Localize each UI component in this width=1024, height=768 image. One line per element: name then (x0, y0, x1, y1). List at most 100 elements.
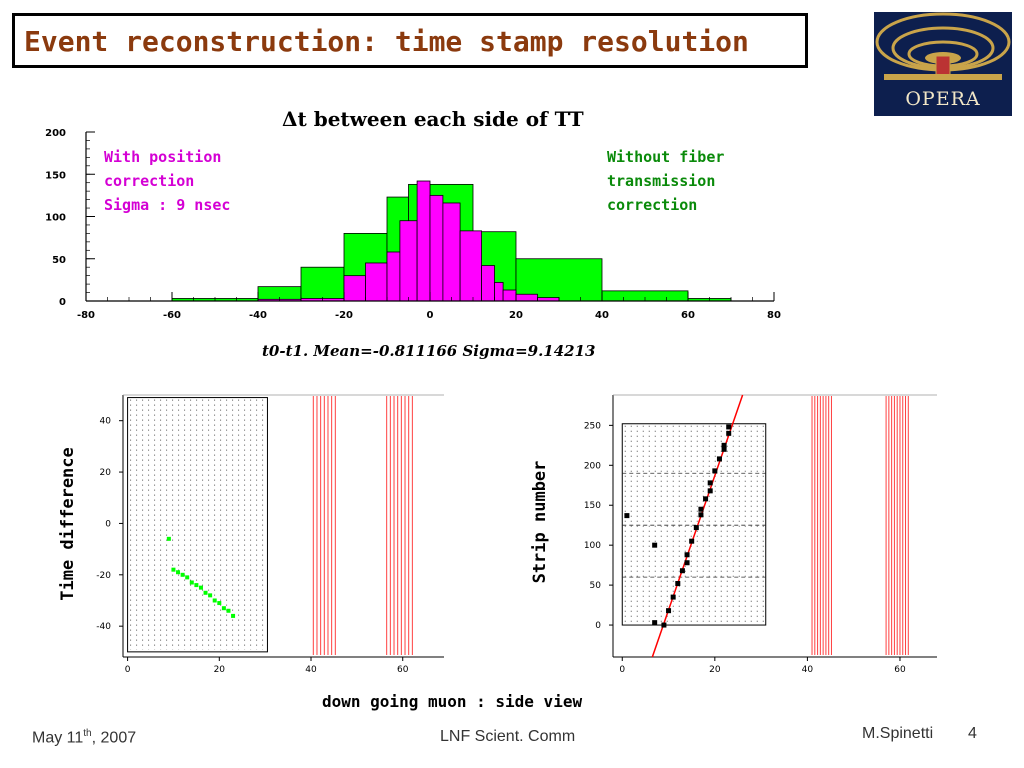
histogram-bar-uncorrected (300, 266, 345, 302)
hit-point (679, 568, 685, 574)
histogram-y-tick-label: 50 (52, 255, 66, 266)
hit-point (171, 567, 176, 572)
event-y-tick-label: 50 (590, 581, 602, 591)
hit-point (231, 613, 236, 618)
hit-point (707, 488, 713, 494)
hit-point (221, 606, 226, 611)
event-y-tick-label: 0 (105, 519, 111, 529)
hit-point (189, 580, 194, 585)
logo-text: OPERA (905, 88, 981, 110)
event-x-tick-label: 20 (214, 665, 226, 675)
event-x-tick-label: 40 (305, 665, 317, 675)
hit-point (698, 506, 704, 512)
annotation-line: Sigma : 9 nsec (104, 196, 231, 214)
footer-author: M.Spinetti (862, 725, 934, 742)
hit-point (166, 536, 171, 541)
annotation-line: Without fiber (607, 148, 725, 166)
histogram-x-tick-label: 0 (427, 310, 434, 321)
histogram-stats: t0-t1. Mean=-0.811166 Sigma=9.14213 (262, 342, 596, 360)
event-y-tick-label: 100 (584, 541, 601, 551)
hit-point (721, 442, 727, 448)
annotation-line: With position (104, 148, 222, 166)
hit-point (726, 430, 732, 436)
hit-point (198, 585, 203, 590)
event-y-tick-label: -40 (96, 622, 111, 632)
left-y-axis-label: Time difference (58, 447, 78, 601)
event-y-tick-label: -20 (96, 571, 111, 581)
histogram-x-tick-label: 80 (767, 310, 781, 321)
event-y-tick-label: 0 (595, 621, 601, 631)
histogram-x-tick-label: -40 (249, 310, 267, 321)
right-y-axis-label: Strip number (530, 460, 550, 584)
hit-point (666, 608, 672, 614)
opera-logo-graphic (875, 12, 1011, 80)
histogram-y-tick-label: 150 (45, 170, 66, 181)
footer-center: LNF Scient. Comm (440, 728, 576, 745)
hit-point (661, 622, 667, 628)
footer-date-main: May 11 (32, 729, 84, 747)
annotation-without-correction: Without fiber transmission correction (607, 145, 724, 217)
annotation-with-correction: With position correction Sigma : 9 nsec (104, 145, 230, 217)
hit-point (716, 456, 722, 462)
hit-point (176, 570, 181, 575)
hit-point (684, 560, 690, 566)
hit-point (712, 468, 718, 474)
page-number: 4 (968, 725, 977, 742)
annotation-line: transmission (607, 172, 716, 190)
histogram-y-tick-label: 0 (59, 297, 66, 308)
hit-point (652, 542, 658, 548)
hit-point (652, 620, 658, 626)
event-x-tick-label: 60 (397, 665, 409, 675)
hit-point (689, 538, 695, 544)
hit-point (703, 496, 709, 502)
event-x-tick-label: 60 (894, 665, 906, 675)
footer-date-sup: th (83, 728, 92, 739)
hit-point (217, 601, 222, 606)
hit-point (226, 608, 231, 613)
title-box (12, 13, 808, 68)
hit-point (721, 446, 727, 452)
slide-title: Event reconstruction: time stamp resolut… (24, 25, 749, 58)
annotation-line: correction (104, 172, 195, 190)
opera-logo: OPERA (874, 12, 1012, 116)
detector-box (127, 397, 268, 653)
hit-point (707, 480, 713, 486)
event-y-tick-label: 200 (584, 461, 601, 471)
hit-point (180, 572, 185, 577)
hit-point (698, 512, 704, 518)
histogram-y-tick-label: 200 (45, 128, 66, 139)
annotation-line: correction (607, 196, 698, 214)
hit-point (726, 424, 732, 430)
hit-point (203, 590, 208, 595)
hit-point (185, 575, 190, 580)
footer-date: May 11th, 2007 (32, 728, 136, 747)
hit-point (693, 525, 699, 531)
event-y-tick-label: 40 (100, 417, 112, 427)
hit-point (670, 594, 676, 600)
histogram-x-tick-label: -60 (163, 310, 181, 321)
histogram-x-tick-label: -20 (335, 310, 353, 321)
histogram-x-tick-label: 40 (595, 310, 609, 321)
hit-point (212, 598, 217, 603)
event-x-tick-label: 0 (619, 665, 625, 675)
event-x-tick-label: 40 (802, 665, 814, 675)
histogram-x-tick-label: -80 (77, 310, 95, 321)
histogram-y-tick-label: 100 (45, 213, 66, 224)
hit-point (194, 583, 199, 588)
histogram-x-tick-label: 20 (509, 310, 523, 321)
event-y-tick-label: 20 (100, 468, 112, 478)
hit-point (675, 581, 681, 587)
event-y-tick-label: 150 (584, 501, 601, 511)
hit-point (208, 593, 213, 598)
histogram-x-tick-label: 60 (681, 310, 695, 321)
event-x-tick-label: 0 (125, 665, 131, 675)
figure-caption: down going muon : side view (322, 692, 583, 711)
footer-date-tail: , 2007 (91, 729, 137, 747)
event-x-tick-label: 20 (709, 665, 721, 675)
hit-point (624, 513, 630, 519)
histogram-title: Δt between each side of TT (282, 107, 584, 131)
hit-point (684, 552, 690, 558)
detector-box (621, 423, 767, 626)
